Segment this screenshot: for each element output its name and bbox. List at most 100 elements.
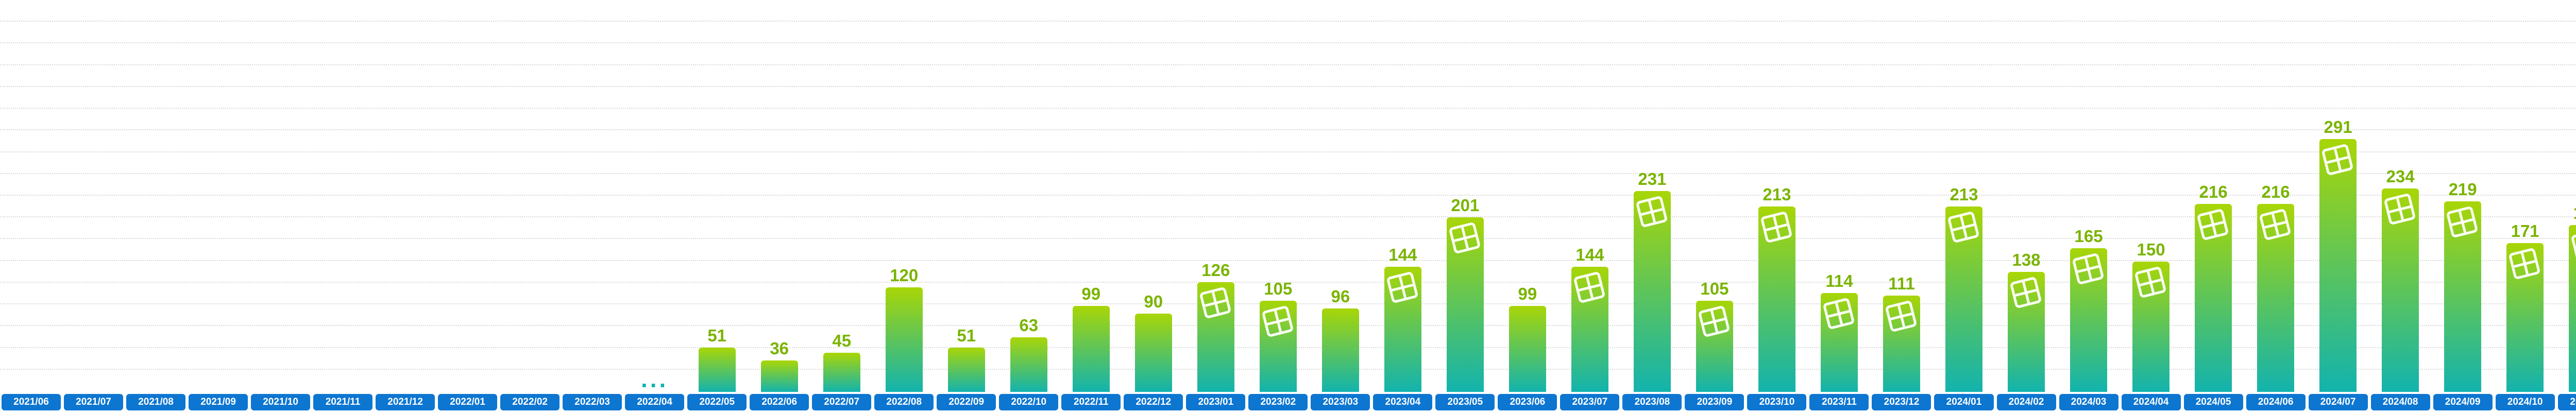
bar-column: ... 2022/04 (623, 0, 686, 413)
bar-value-label: 63 (1019, 315, 1039, 335)
x-axis-label: 2023/03 (1311, 394, 1370, 410)
bar-column: 96 2023/03 (1309, 0, 1371, 413)
bar-column: 138 2024/02 (1995, 0, 2058, 413)
bar-column: 201 2023/05 (1434, 0, 1496, 413)
bar-column: 216 2024/06 (2245, 0, 2307, 413)
bar-column: 219 2024/09 (2432, 0, 2494, 413)
x-axis-label: 2024/09 (2433, 394, 2493, 410)
bar (1010, 337, 1047, 392)
x-axis-label: 2024/10 (2495, 394, 2555, 410)
bar-value-label: 96 (1331, 286, 1350, 306)
x-axis-label: 2021/06 (2, 394, 61, 410)
bar-column: 45 2022/07 (810, 0, 873, 413)
x-axis-label: 2024/02 (1996, 394, 2056, 410)
bar-column: 2021/08 (125, 0, 187, 413)
bar-column: 63 2022/10 (997, 0, 1060, 413)
grid-stamp-icon (2072, 252, 2105, 285)
bar-value-label: 231 (1638, 169, 1667, 188)
bar-column: 144 2023/04 (1371, 0, 1434, 413)
bar-column: 2021/11 (312, 0, 374, 413)
grid-stamp-icon (1448, 221, 1481, 254)
grid-stamp-icon (1698, 305, 1731, 338)
bar-value-label: 171 (2511, 221, 2539, 241)
bar-column: 90 2022/12 (1122, 0, 1184, 413)
bar-value-label: 216 (2261, 182, 2290, 202)
grid-stamp-icon (2508, 247, 2541, 280)
grid-stamp-icon (2570, 229, 2576, 262)
x-axis-label: 2021/09 (189, 394, 248, 410)
x-axis-label: 2022/11 (1061, 394, 1121, 410)
bar (1321, 308, 1359, 392)
bar (1509, 305, 1546, 392)
bar-value-label: 51 (707, 325, 727, 345)
x-axis-label: 2023/11 (1809, 394, 1869, 410)
grid-stamp-icon (1386, 271, 1419, 304)
bar-column: 99 2023/06 (1496, 0, 1558, 413)
bar-value-label: 150 (2137, 239, 2165, 259)
grid-stamp-icon (1635, 195, 1668, 228)
bar (1384, 266, 1421, 392)
bar (2008, 271, 2045, 392)
bar-value-label: 90 (1144, 292, 1163, 311)
bar-value-label: 45 (832, 331, 852, 350)
bar-column: 2022/01 (436, 0, 499, 413)
bar-value-label: 138 (2012, 250, 2041, 269)
bar-column: 99 2022/11 (1060, 0, 1122, 413)
x-axis-label: 2023/10 (1747, 394, 1807, 410)
x-axis-label: 2023/01 (1186, 394, 1246, 410)
grid-stamp-icon (1822, 297, 1855, 330)
bar (885, 287, 923, 392)
bar-column: 234 2024/08 (2369, 0, 2432, 413)
bar-column: 171 2024/10 (2494, 0, 2556, 413)
x-axis-label: 2023/08 (1622, 394, 1682, 410)
bar-column: 150 2024/04 (2120, 0, 2182, 413)
bar-column: 2022/03 (561, 0, 623, 413)
grid-stamp-icon (2196, 208, 2229, 241)
x-axis-label: 2024/07 (2308, 394, 2368, 410)
bar-column: 291 2024/07 (2307, 0, 2369, 413)
grid-stamp-icon (1885, 299, 1918, 333)
bar-column: 192 2024/11 (2556, 0, 2576, 413)
bar-value-label: 105 (1700, 279, 1729, 298)
x-axis-label: 2021/12 (376, 394, 435, 410)
x-axis-label: 2023/02 (1248, 394, 1308, 410)
bar (698, 347, 736, 392)
bar-column: 51 2022/09 (935, 0, 997, 413)
bar-value-label: 216 (2199, 182, 2228, 202)
grid-stamp-icon (2259, 208, 2292, 241)
x-axis-label: 2022/07 (812, 394, 872, 410)
bar (2132, 261, 2170, 392)
bar-column: 105 2023/09 (1683, 0, 1745, 413)
bar (2506, 243, 2544, 392)
bar (1758, 206, 1795, 392)
bar (1633, 191, 1671, 392)
bar-value-label: 219 (2448, 180, 2477, 199)
bar-column: 111 2023/12 (1870, 0, 1933, 413)
x-axis-label: 2022/05 (687, 394, 747, 410)
bar (1446, 217, 1484, 392)
bar-value-label: 291 (2324, 117, 2352, 136)
bar-value-label: 126 (1201, 261, 1230, 280)
grid-stamp-icon (2134, 266, 2167, 299)
ellipsis-indicator: ... (640, 365, 669, 392)
bar (1883, 295, 1920, 392)
bar-column: 2021/07 (62, 0, 125, 413)
x-axis-label: 2022/01 (438, 394, 498, 410)
grid-stamp-icon (2321, 143, 2354, 176)
x-axis-label: 2022/08 (874, 394, 934, 410)
bar (2195, 204, 2232, 392)
bar-value-label: 213 (1950, 185, 1978, 204)
bar-column: 51 2022/05 (686, 0, 748, 413)
bar-value-label: 99 (1081, 284, 1101, 303)
x-axis-label: 2024/11 (2557, 394, 2576, 410)
bar (2257, 204, 2295, 392)
grid-stamp-icon (1947, 211, 1980, 244)
x-axis-label: 2021/08 (126, 394, 186, 410)
bar (2444, 201, 2482, 392)
bar-value-label: 213 (1762, 185, 1791, 204)
x-axis-label: 2022/03 (563, 394, 622, 410)
bar-column: 114 2023/11 (1808, 0, 1870, 413)
grid-stamp-icon (1760, 211, 1793, 244)
bar-value-label: 144 (1575, 245, 1604, 264)
